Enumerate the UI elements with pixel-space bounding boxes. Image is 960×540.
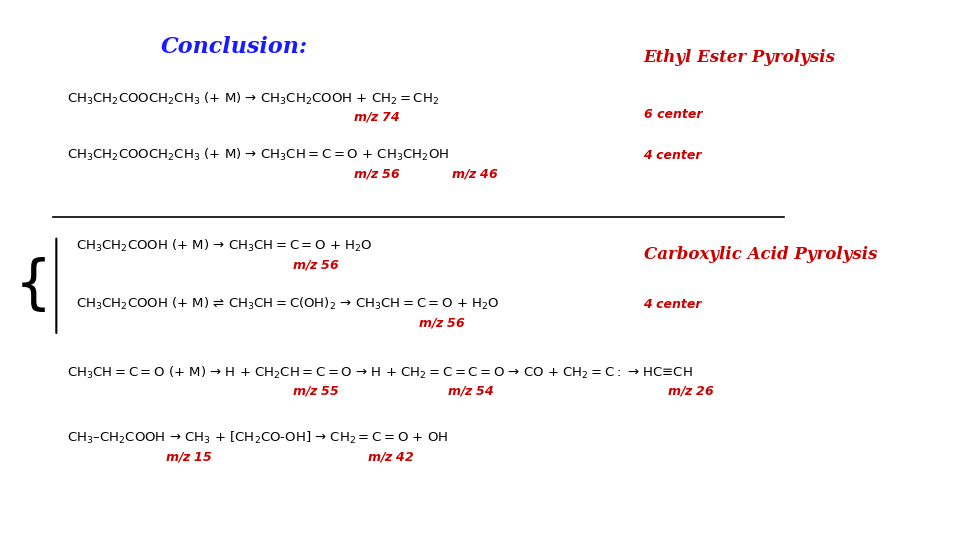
Text: $\mathregular{CH_3CH{=}C{=}O}$ (+ M) → H + $\mathregular{CH_2CH{=}C{=}O}$ → H + : $\mathregular{CH_3CH{=}C{=}O}$ (+ M) → H… — [66, 364, 692, 381]
Text: $\mathregular{CH_3CH_2COOH}$ (+ M) → $\mathregular{CH_3CH{=}C{=}O}$ + $\mathregu: $\mathregular{CH_3CH_2COOH}$ (+ M) → $\m… — [76, 238, 372, 254]
Text: $\mathregular{m/z\ 56}$: $\mathregular{m/z\ 56}$ — [352, 167, 400, 181]
Text: $\mathregular{m/z\ 15}$: $\mathregular{m/z\ 15}$ — [165, 450, 213, 464]
Text: {: { — [14, 257, 52, 314]
Text: 4 center: 4 center — [643, 298, 702, 310]
Text: $\mathregular{m/z\ 42}$: $\mathregular{m/z\ 42}$ — [367, 450, 415, 464]
Text: $\mathregular{m/z\ 56}$: $\mathregular{m/z\ 56}$ — [419, 315, 467, 329]
Text: 4 center: 4 center — [643, 149, 702, 162]
Text: Carboxylic Acid Pyrolysis: Carboxylic Acid Pyrolysis — [643, 246, 877, 264]
Text: $\mathregular{m/z\ 55}$: $\mathregular{m/z\ 55}$ — [292, 384, 340, 398]
Text: $\mathregular{CH_3}$–$\mathregular{CH_2COOH}$ → $\mathregular{CH_3}$ + [$\mathre: $\mathregular{CH_3}$–$\mathregular{CH_2C… — [66, 430, 448, 447]
Text: $\mathregular{m/z\ 74}$: $\mathregular{m/z\ 74}$ — [352, 110, 400, 124]
Text: $\mathregular{m/z\ 46}$: $\mathregular{m/z\ 46}$ — [451, 167, 499, 181]
Text: $\mathregular{m/z\ 56}$: $\mathregular{m/z\ 56}$ — [292, 258, 340, 272]
Text: 6 center: 6 center — [643, 109, 702, 122]
Text: $\mathregular{CH_3CH_2COOCH_2CH_3}$ (+ M) → $\mathregular{CH_3CH_2COOH}$ + $\mat: $\mathregular{CH_3CH_2COOCH_2CH_3}$ (+ M… — [66, 91, 439, 107]
Text: $\mathregular{m/z\ 54}$: $\mathregular{m/z\ 54}$ — [446, 384, 494, 398]
Text: $\mathregular{CH_3CH_2COOCH_2CH_3}$ (+ M) → $\mathregular{CH_3CH{=}C{=}O}$ + $\m: $\mathregular{CH_3CH_2COOCH_2CH_3}$ (+ M… — [66, 147, 448, 164]
Text: Conclusion:: Conclusion: — [160, 36, 307, 58]
Text: $\mathregular{m/z\ 26}$: $\mathregular{m/z\ 26}$ — [667, 384, 715, 398]
Text: $\mathregular{CH_3CH_2COOH}$ (+ M) ⇌ $\mathregular{CH_3CH{=}C(OH)_2}$ → $\mathre: $\mathregular{CH_3CH_2COOH}$ (+ M) ⇌ $\m… — [76, 296, 499, 312]
Text: Ethyl Ester Pyrolysis: Ethyl Ester Pyrolysis — [643, 49, 835, 66]
